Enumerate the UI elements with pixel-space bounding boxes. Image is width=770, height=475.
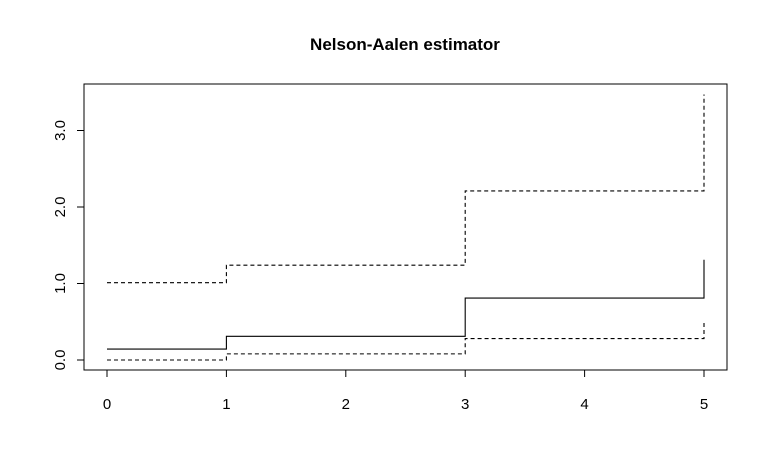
chart-title: Nelson-Aalen estimator	[310, 35, 500, 54]
plot-area-border	[83, 83, 728, 371]
x-tick-label: 2	[342, 396, 350, 413]
x-tick-label: 1	[222, 396, 230, 413]
y-axis: 0.0 1.0 2.0 3.0	[52, 120, 85, 371]
series-layer	[107, 94, 705, 361]
estimate-line-0	[107, 259, 705, 350]
x-axis: 0 1 2 3 4 5	[103, 369, 708, 413]
x-tick-label: 5	[700, 396, 708, 413]
x-tick-label: 4	[580, 396, 588, 413]
y-tick-label: 1.0	[52, 273, 69, 294]
y-tick-label: 2.0	[52, 197, 69, 218]
confidence-bound-line-2	[107, 320, 705, 361]
y-tick-label: 0.0	[52, 350, 69, 371]
x-tick-label: 0	[103, 396, 111, 413]
x-tick-label: 3	[461, 396, 469, 413]
confidence-bound-line-1	[107, 94, 705, 284]
y-tick-label: 3.0	[52, 120, 69, 141]
